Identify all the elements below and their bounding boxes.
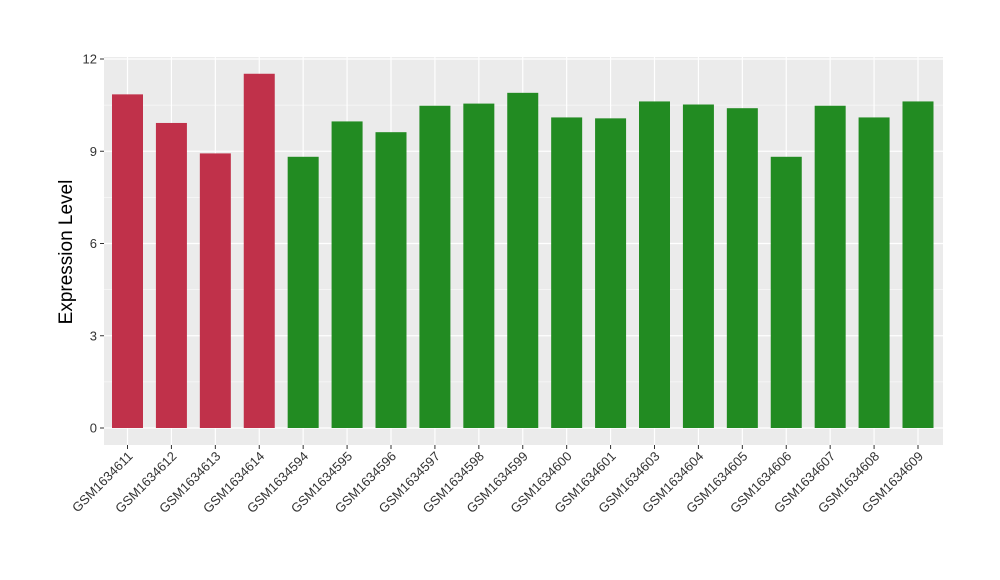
bars xyxy=(112,73,934,429)
bar-GSM1634600 xyxy=(551,117,583,429)
bar-GSM1634599 xyxy=(507,92,539,428)
bar-GSM1634601 xyxy=(595,118,627,428)
bar-GSM1634594 xyxy=(287,156,319,428)
y-axis-title: Expression Level xyxy=(56,180,77,325)
bar-GSM1634607 xyxy=(814,105,846,429)
bar-GSM1634603 xyxy=(639,101,670,428)
y-tick-label: 9 xyxy=(90,144,97,159)
bar-GSM1634612 xyxy=(155,122,187,429)
bar-GSM1634609 xyxy=(902,101,934,428)
bar-GSM1634611 xyxy=(112,94,143,429)
bar-GSM1634598 xyxy=(463,103,495,429)
y-tick-label: 6 xyxy=(90,236,97,251)
bar-GSM1634606 xyxy=(770,156,802,428)
y-tick-label: 0 xyxy=(90,421,97,436)
bar-GSM1634608 xyxy=(858,117,890,429)
bar-GSM1634605 xyxy=(726,108,758,428)
bar-GSM1634595 xyxy=(331,121,363,429)
y-axis: 0 3 6 9 12 xyxy=(83,52,104,436)
bar-GSM1634596 xyxy=(375,132,407,428)
y-tick-label: 3 xyxy=(90,328,97,343)
bar-GSM1634614 xyxy=(243,73,275,428)
bar-GSM1634604 xyxy=(682,104,714,428)
y-tick-label: 12 xyxy=(83,52,97,67)
bar-GSM1634597 xyxy=(419,105,451,429)
x-axis: GSM1634611GSM1634612GSM1634613GSM1634614… xyxy=(69,445,926,516)
bar-GSM1634613 xyxy=(199,153,231,428)
